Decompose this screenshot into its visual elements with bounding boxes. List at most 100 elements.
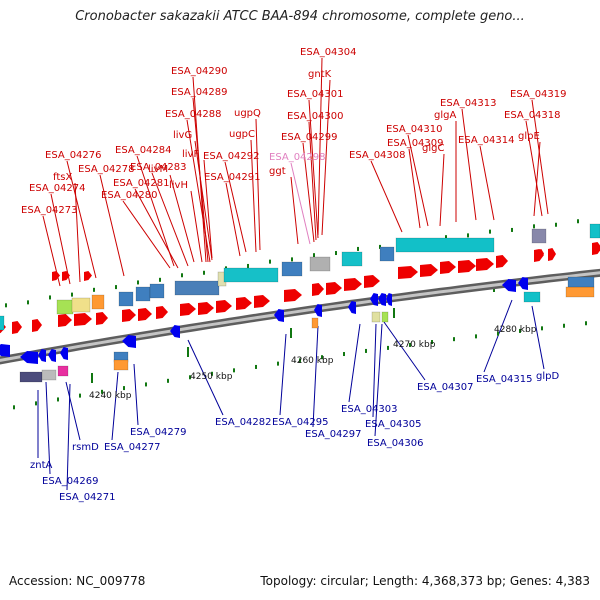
gene-leader-line (187, 339, 224, 416)
forward-gene-arrow (440, 261, 456, 274)
gene-leader-line (383, 321, 426, 381)
gene-feature-box (71, 297, 91, 313)
gene-feature-box (57, 365, 69, 377)
gene-feature-box (565, 286, 595, 298)
gene-feature-box (223, 267, 279, 283)
gene-feature-box (0, 315, 5, 331)
gene-leader-line (290, 176, 299, 245)
gene-leader-line (45, 381, 51, 475)
gene-leader-line (408, 148, 421, 229)
gene-leader-line (225, 182, 241, 257)
scale-label: 4280 kbp (494, 325, 537, 335)
gene-leader-line (312, 325, 319, 428)
gene-leader-line (136, 155, 175, 267)
reverse-gene-arrow (38, 349, 46, 362)
gene-leader-line (302, 142, 315, 243)
forward-gene-label: ESA_04292 (203, 151, 260, 162)
forward-gene-arrow (58, 314, 72, 327)
genome-stats-text: Topology: circular; Length: 4,368,373 bp… (260, 574, 590, 588)
gene-leader-line (151, 172, 189, 267)
gene-feature-box (91, 294, 105, 310)
scale-label: 4260 kbp (291, 356, 334, 366)
gene-feature-box (135, 286, 151, 302)
gene-feature-box (531, 228, 547, 244)
reverse-gene-label: ESA_04269 (42, 476, 99, 487)
gene-leader-line (99, 174, 125, 277)
gene-leader-line (372, 323, 377, 418)
forward-gene-label: ESA_04283 (130, 162, 187, 173)
reverse-gene-label: glpD (536, 371, 559, 382)
reverse-gene-arrow (170, 325, 180, 338)
reverse-gene-arrow (20, 351, 38, 364)
forward-gene-arrow (156, 306, 168, 319)
forward-gene-label: ESA_04281 (113, 178, 170, 189)
gene-feature-box (41, 369, 57, 381)
forward-gene-label: glgA (434, 110, 456, 121)
forward-gene-label: glgC (422, 143, 444, 154)
gene-leader-line (50, 193, 71, 285)
forward-gene-label: ggt (269, 166, 286, 177)
forward-gene-arrow (138, 308, 152, 321)
forward-gene-label: ESA_04318 (504, 110, 561, 121)
gene-leader-line (111, 371, 119, 441)
gene-leader-line (122, 200, 171, 269)
gene-feature-box (341, 251, 363, 267)
gene-leader-line (370, 160, 403, 233)
gene-leader-line (169, 174, 195, 263)
forward-gene-label: ESA_04289 (171, 87, 228, 98)
gene-leader-line (348, 323, 361, 403)
forward-gene-label: livH (169, 180, 188, 191)
gene-leader-line (483, 299, 513, 373)
forward-gene-label: ESA_04274 (29, 183, 86, 194)
forward-gene-label: ugpC (229, 129, 255, 140)
gene-leader-line (407, 134, 429, 227)
forward-gene-label: ESA_04290 (171, 66, 228, 77)
gene-feature-box (281, 261, 303, 277)
accession-text: Accession: NC_009778 (9, 574, 146, 588)
reverse-gene-label: ESA_04279 (130, 427, 187, 438)
forward-gene-label: ESA_04278 (78, 164, 135, 175)
forward-gene-label: ESA_04304 (300, 47, 357, 58)
forward-gene-arrow (312, 283, 324, 296)
forward-gene-label: ESA_04308 (349, 150, 406, 161)
gene-leader-line (133, 363, 139, 426)
gene-leader-line (533, 141, 541, 217)
gene-feature-box (523, 291, 541, 303)
forward-gene-arrow (476, 258, 494, 271)
gene-leader-line (531, 99, 549, 215)
forward-gene-label: glpE (518, 131, 540, 142)
gene-leader-line (317, 57, 323, 236)
gene-feature-box (309, 256, 331, 272)
reverse-gene-arrow (314, 304, 322, 317)
reverse-gene-label: ESA_04271 (59, 492, 116, 503)
gene-feature-box (174, 280, 220, 296)
forward-gene-arrow (254, 295, 270, 308)
reverse-gene-label: ESA_04306 (367, 438, 424, 449)
gene-feature-box (311, 317, 319, 329)
gene-leader-line (255, 118, 261, 251)
gene-leader-line (74, 182, 81, 283)
reverse-gene-arrow (378, 293, 386, 306)
gene-feature-box (118, 291, 134, 307)
forward-gene-arrow (74, 313, 92, 326)
forward-gene-label: ESA_04288 (165, 109, 222, 120)
forward-gene-arrow (326, 282, 342, 295)
gene-leader-line (65, 381, 81, 441)
forward-gene-arrow (84, 271, 92, 281)
gene-leader-line (439, 153, 445, 227)
forward-gene-arrow (12, 321, 22, 334)
reverse-gene-arrow (518, 277, 528, 290)
forward-gene-label: ESA_04310 (386, 124, 443, 135)
gene-feature-box (149, 283, 165, 299)
gene-feature-box (395, 237, 495, 253)
forward-gene-label: ESA_04299 (281, 132, 338, 143)
gene-leader-line (290, 162, 311, 245)
reverse-gene-label: ESA_04277 (104, 442, 161, 453)
forward-gene-arrow (496, 255, 508, 268)
gene-feature-box (371, 311, 381, 323)
forward-gene-arrow (198, 302, 214, 315)
gene-leader-line (308, 121, 317, 241)
reverse-gene-label: ESA_04303 (341, 404, 398, 415)
reverse-gene-arrow (386, 293, 392, 306)
forward-gene-label: ESA_04280 (101, 190, 158, 201)
